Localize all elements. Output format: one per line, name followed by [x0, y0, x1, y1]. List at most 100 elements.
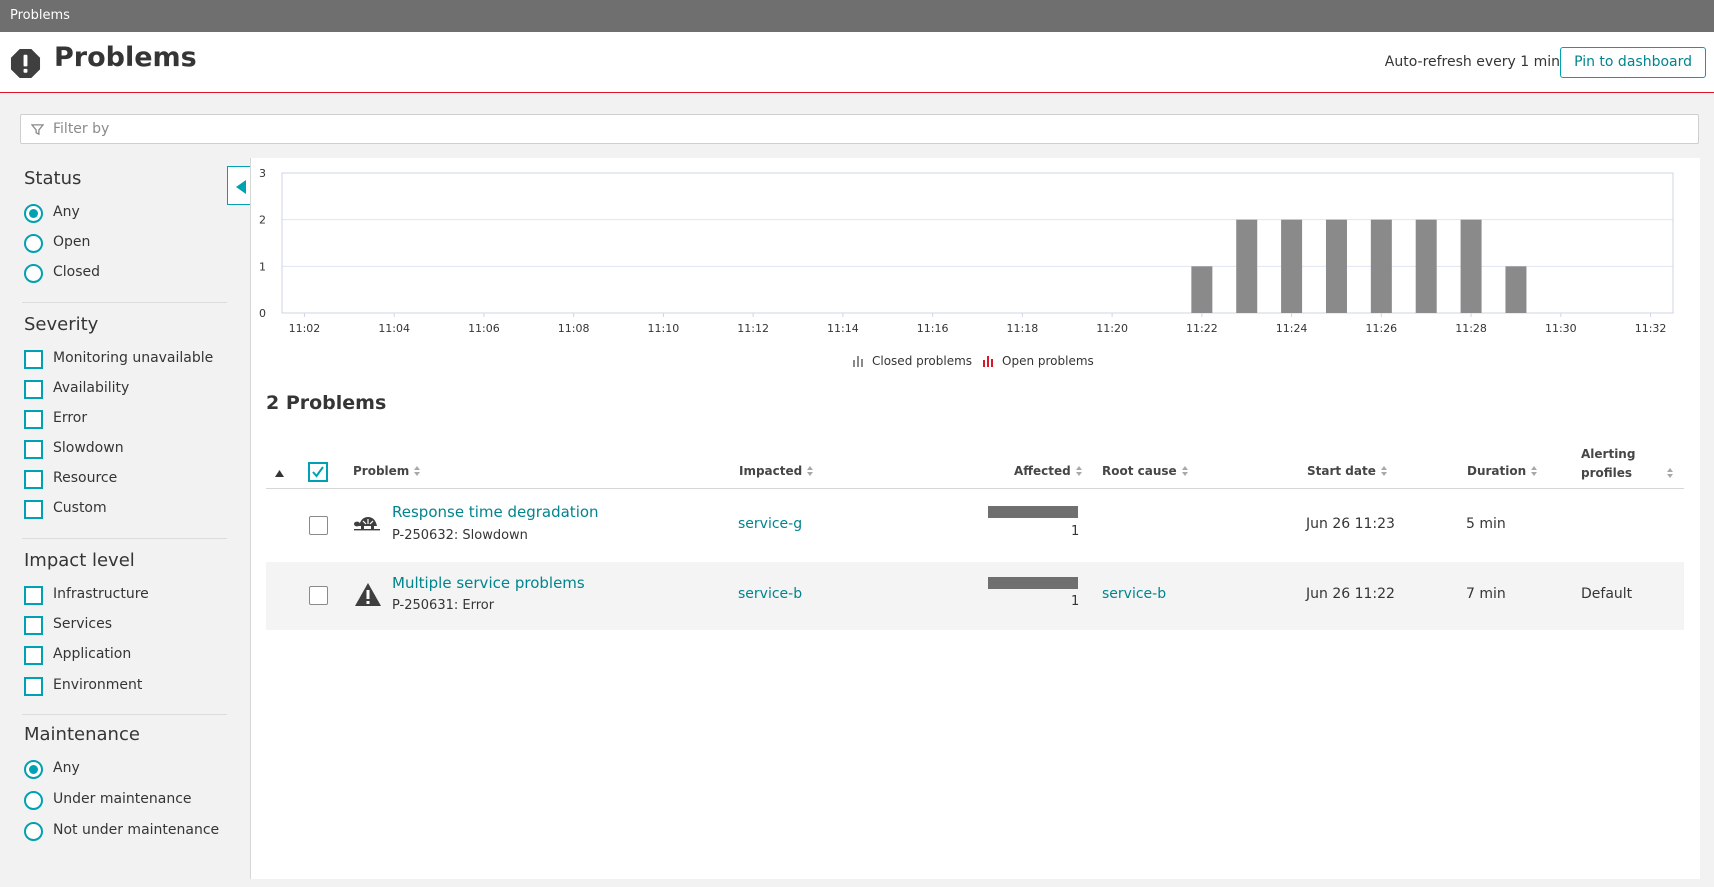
problem-title-link[interactable]: Multiple service problems: [392, 574, 585, 592]
checkbox[interactable]: [24, 616, 43, 635]
column-header-root-cause[interactable]: Root cause: [1102, 464, 1189, 478]
column-header-duration[interactable]: Duration: [1467, 464, 1538, 478]
option-label: Monitoring unavailable: [53, 350, 214, 366]
checkbox[interactable]: [24, 677, 43, 696]
checkbox[interactable]: [24, 646, 43, 665]
impacted-entity-link[interactable]: service-g: [738, 516, 803, 532]
window-title: Problems: [10, 8, 70, 23]
column-header-affected[interactable]: Affected: [1014, 464, 1083, 478]
sort-icon: [1530, 465, 1538, 478]
plot-area-frame: [281, 172, 1674, 314]
option-label: Availability: [53, 380, 130, 396]
option-label: Infrastructure: [53, 586, 149, 602]
column-header-problem[interactable]: Problem: [353, 464, 421, 478]
select-all-checkbox[interactable]: [308, 462, 328, 485]
pin-to-dashboard-button[interactable]: Pin to dashboard: [1560, 47, 1706, 78]
sort-icon: [1181, 465, 1189, 478]
problem-id: P-250632: Slowdown: [392, 528, 528, 543]
affected-bar: [988, 577, 1078, 589]
option-label: Slowdown: [53, 440, 124, 456]
duration: 5 min: [1466, 516, 1506, 532]
problems-main-panel: [250, 158, 1700, 879]
column-label: Root cause: [1102, 464, 1177, 478]
table-header-divider: [266, 488, 1684, 489]
checkbox[interactable]: [24, 586, 43, 605]
sort-icon: [1380, 465, 1388, 478]
chart-bar: [1505, 266, 1527, 313]
problem-title-link[interactable]: Response time degradation: [392, 503, 599, 521]
row-checkbox[interactable]: [309, 516, 328, 535]
option-label: Environment: [53, 677, 143, 693]
problem-id: P-250631: Error: [392, 598, 495, 613]
option-label: Any: [53, 204, 80, 220]
radio-button[interactable]: [24, 234, 43, 253]
expand-sort-toggle[interactable]: [275, 466, 284, 480]
impacted-entity-link[interactable]: service-b: [738, 586, 803, 602]
affected-count: 1: [1071, 524, 1080, 539]
x-tick-label: 11:28: [1455, 322, 1487, 335]
radio-button[interactable]: [24, 264, 43, 283]
chart-bar: [1281, 219, 1303, 313]
option-label: Open: [53, 234, 91, 250]
duration: 7 min: [1466, 586, 1506, 602]
column-label-line2: profiles: [1581, 464, 1674, 483]
column-header-start-date[interactable]: Start date: [1307, 464, 1388, 478]
x-tick-label: 11:08: [558, 322, 590, 335]
checkbox[interactable]: [24, 410, 43, 429]
checkbox-checked-icon: [308, 462, 328, 482]
option-label: Closed: [53, 264, 101, 280]
y-tick-label: 3: [259, 167, 266, 180]
status-section-title: Status: [24, 168, 82, 189]
collapse-sidebar-button[interactable]: [227, 166, 250, 205]
checkbox[interactable]: [24, 380, 43, 399]
page-title: Problems: [54, 42, 197, 73]
section-divider: [22, 302, 227, 303]
x-tick-label: 11:14: [827, 322, 859, 335]
option-label: Resource: [53, 470, 118, 486]
chart-bar: [1325, 219, 1347, 313]
chart-bar: [1415, 219, 1437, 313]
checkbox[interactable]: [24, 470, 43, 489]
checkbox[interactable]: [24, 500, 43, 519]
radio-button[interactable]: [24, 204, 43, 223]
slowdown-turtle-icon: [354, 517, 380, 531]
chevron-left-icon: [236, 180, 246, 194]
x-tick-label: 11:12: [737, 322, 769, 335]
radio-button[interactable]: [24, 791, 43, 810]
column-label: Problem: [353, 464, 410, 478]
option-label: Services: [53, 616, 113, 632]
alerting-profile: Default: [1581, 586, 1633, 602]
column-label: Duration: [1467, 464, 1527, 478]
auto-refresh-label: Auto-refresh every 1 min: [1384, 54, 1560, 70]
section-divider: [22, 714, 227, 715]
filter-sidebar: Status Any Open Closed Severity Monitori…: [0, 158, 250, 887]
filter-input[interactable]: Filter by: [20, 114, 1699, 144]
x-tick-label: 11:04: [378, 322, 410, 335]
x-tick-label: 11:02: [289, 322, 321, 335]
option-label: Not under maintenance: [53, 822, 220, 838]
x-tick-label: 11:20: [1096, 322, 1128, 335]
row-checkbox[interactable]: [309, 586, 328, 605]
column-label: profiles: [1581, 466, 1633, 480]
root-cause-link[interactable]: service-b: [1102, 586, 1167, 602]
column-header-impacted[interactable]: Impacted: [739, 464, 814, 478]
start-date: Jun 26 11:23: [1306, 516, 1395, 532]
chart-bar: [1191, 266, 1213, 313]
severity-section-title: Severity: [24, 314, 99, 335]
sort-icon: [1075, 465, 1083, 478]
radio-button[interactable]: [24, 760, 43, 779]
legend-label: Open problems: [1002, 354, 1094, 368]
option-label: Error: [53, 410, 88, 426]
exclamation-octagon-icon: [10, 48, 41, 79]
column-header-alerting-profiles[interactable]: Alerting profiles: [1581, 445, 1674, 483]
x-tick-label: 11:24: [1276, 322, 1308, 335]
chart-bar: [1460, 219, 1482, 313]
checkbox[interactable]: [24, 350, 43, 369]
checkbox[interactable]: [24, 440, 43, 459]
radio-button[interactable]: [24, 822, 43, 841]
window-title-bar: Problems: [0, 0, 1714, 32]
table-row[interactable]: Response time degradation P-250632: Slow…: [266, 494, 1684, 562]
x-tick-label: 11:06: [468, 322, 500, 335]
sort-icon: [806, 465, 814, 478]
table-row[interactable]: Multiple service problems P-250631: Erro…: [266, 562, 1684, 630]
